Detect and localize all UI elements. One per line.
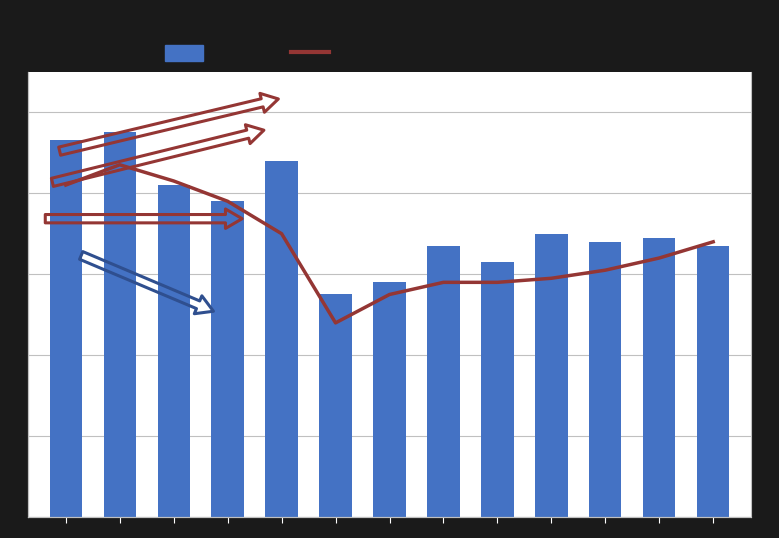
Bar — [104, 132, 136, 518]
Bar — [373, 282, 406, 518]
Bar — [50, 140, 82, 518]
Bar — [643, 238, 675, 518]
Legend: 最終処分量, 鉱工業生産指数: 最終処分量, 鉱工業生産指数 — [159, 39, 411, 67]
Bar — [589, 242, 622, 518]
Bar — [697, 246, 729, 518]
Bar — [319, 294, 352, 518]
Bar — [157, 185, 190, 518]
Bar — [535, 233, 568, 518]
Bar — [211, 201, 244, 518]
Bar — [481, 262, 513, 518]
Bar — [427, 246, 460, 518]
Bar — [266, 161, 298, 518]
